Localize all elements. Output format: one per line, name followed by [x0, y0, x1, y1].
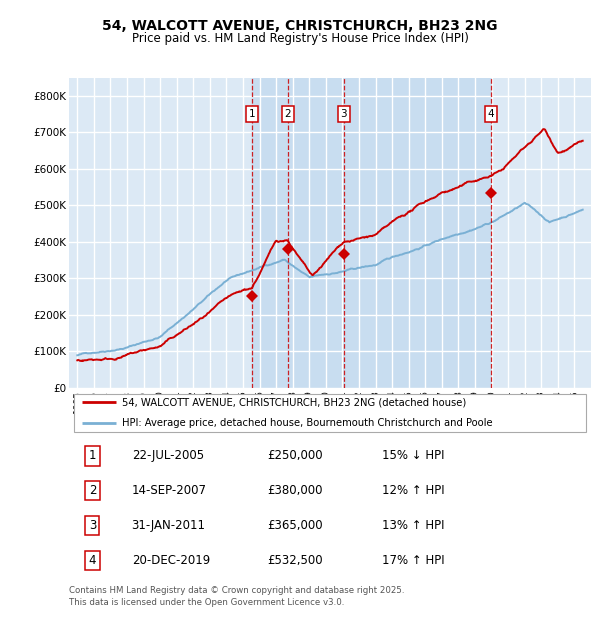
Text: 4: 4 — [89, 554, 96, 567]
Text: 31-JAN-2011: 31-JAN-2011 — [131, 519, 206, 532]
Text: 14-SEP-2007: 14-SEP-2007 — [131, 484, 206, 497]
Text: Price paid vs. HM Land Registry's House Price Index (HPI): Price paid vs. HM Land Registry's House … — [131, 32, 469, 45]
Text: 1: 1 — [249, 109, 256, 119]
Text: 2: 2 — [284, 109, 291, 119]
Text: 22-JUL-2005: 22-JUL-2005 — [131, 450, 204, 463]
Text: 54, WALCOTT AVENUE, CHRISTCHURCH, BH23 2NG: 54, WALCOTT AVENUE, CHRISTCHURCH, BH23 2… — [102, 19, 498, 33]
Text: £532,500: £532,500 — [268, 554, 323, 567]
Text: 2: 2 — [89, 484, 96, 497]
Text: 3: 3 — [89, 519, 96, 532]
Text: HPI: Average price, detached house, Bournemouth Christchurch and Poole: HPI: Average price, detached house, Bour… — [122, 418, 493, 428]
FancyBboxPatch shape — [74, 394, 586, 432]
Text: 15% ↓ HPI: 15% ↓ HPI — [382, 450, 445, 463]
Text: 3: 3 — [340, 109, 347, 119]
Text: £380,000: £380,000 — [268, 484, 323, 497]
Text: £365,000: £365,000 — [268, 519, 323, 532]
Text: 12% ↑ HPI: 12% ↑ HPI — [382, 484, 445, 497]
Text: 54, WALCOTT AVENUE, CHRISTCHURCH, BH23 2NG (detached house): 54, WALCOTT AVENUE, CHRISTCHURCH, BH23 2… — [122, 397, 466, 407]
Text: 1: 1 — [89, 450, 96, 463]
Text: 17% ↑ HPI: 17% ↑ HPI — [382, 554, 445, 567]
Text: 4: 4 — [488, 109, 494, 119]
Text: 13% ↑ HPI: 13% ↑ HPI — [382, 519, 445, 532]
Bar — [252, 78, 491, 388]
Text: 20-DEC-2019: 20-DEC-2019 — [131, 554, 210, 567]
Text: £250,000: £250,000 — [268, 450, 323, 463]
Text: Contains HM Land Registry data © Crown copyright and database right 2025.
This d: Contains HM Land Registry data © Crown c… — [69, 586, 404, 607]
